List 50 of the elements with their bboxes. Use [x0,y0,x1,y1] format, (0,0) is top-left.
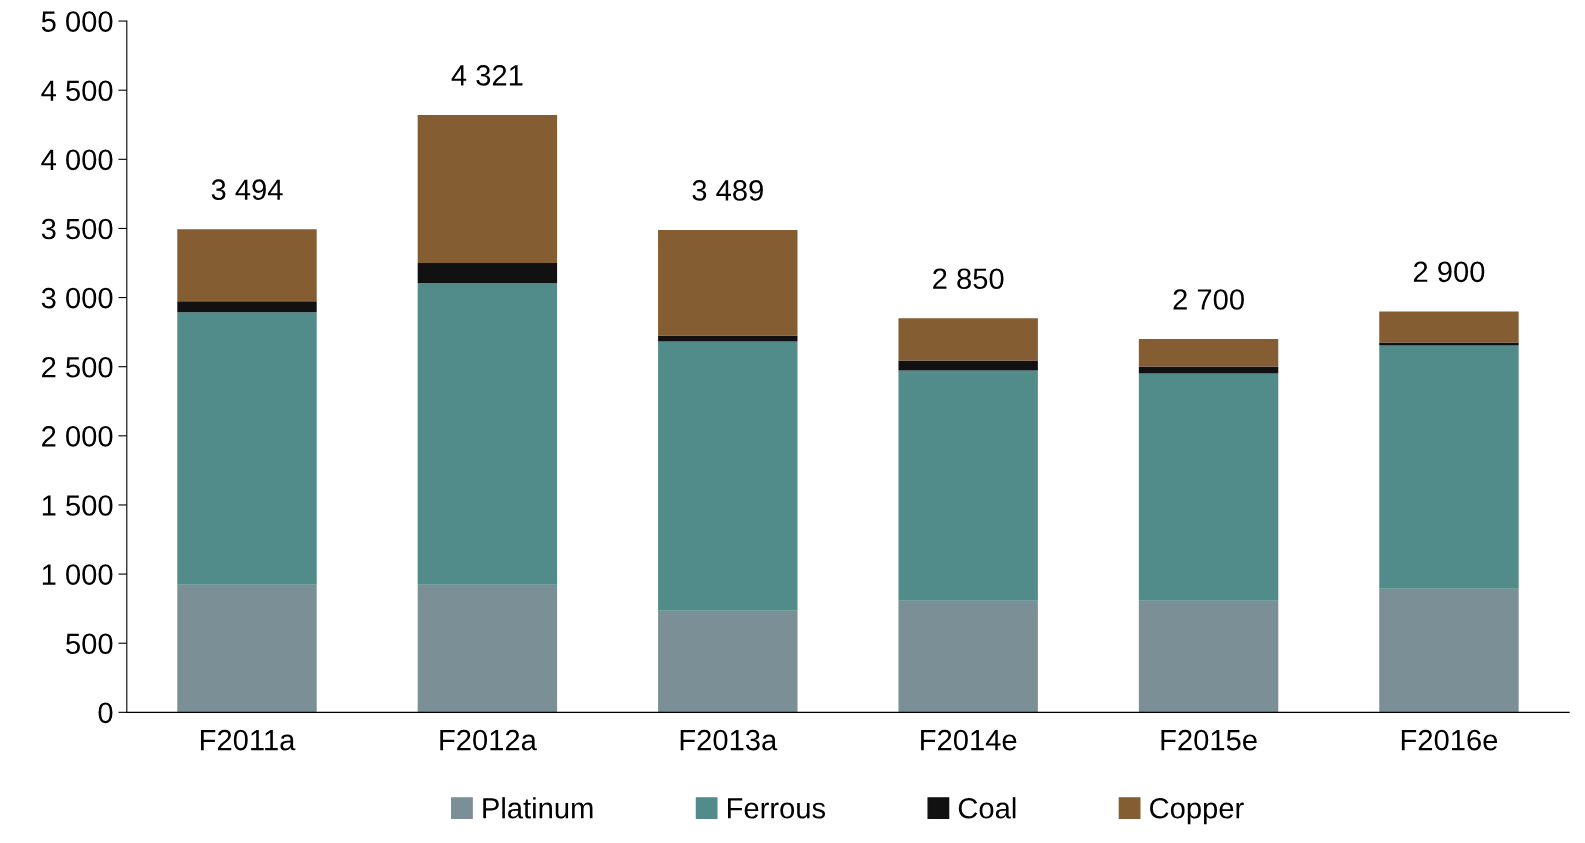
y-tick-label: 1 500 [42,495,113,516]
x-tick-label: F2012a [440,729,537,751]
bar [177,584,317,713]
bar [1379,311,1519,343]
bar [1138,366,1279,374]
bar [177,301,317,313]
legend-label: Ferrous [728,798,826,819]
y-tick-label: 4 500 [41,80,113,102]
bar [658,610,798,713]
bar [1379,345,1519,589]
x-tick-label: F2016e [1401,729,1498,751]
y-tick-label: 0 [98,702,113,724]
bar [1138,339,1279,367]
total-label: 3 494 [211,179,283,201]
bar [417,584,558,713]
legend-label: Coal [958,797,1016,819]
bar [417,263,558,284]
legend-label: Platinum [483,797,593,819]
y-tick-label: 3 500 [41,218,113,240]
total-label: 3 489 [692,180,763,201]
x-tick-label: F2013a [680,729,778,751]
bar [658,341,798,611]
bar [1138,600,1279,713]
bar [417,283,558,585]
bar [898,600,1038,713]
total-label: 4 321 [451,65,523,86]
bar [177,229,317,302]
legend-label: Copper [1150,797,1244,825]
total-label: 2 700 [1173,289,1244,310]
total-label: 2 850 [933,268,1004,290]
y-tick-label: 2 500 [42,356,113,378]
y-tick-label: 2 000 [42,426,113,447]
total-label: 2 900 [1413,261,1485,283]
bar [658,229,798,336]
bar [1138,373,1279,601]
bar [898,360,1038,371]
x-tick-label: F2011a [201,729,296,751]
bar [658,335,798,342]
y-tick-label: 5 000 [41,11,113,32]
bar [898,370,1038,601]
y-tick-label: 1 000 [42,564,113,585]
bar [1379,588,1519,713]
x-tick-label: F2015e [1161,729,1257,751]
bar [898,318,1038,361]
bar [177,312,317,585]
y-tick-label: 4 000 [41,149,113,171]
x-tick-label: F2014e [921,729,1017,751]
y-tick-label: 3 000 [41,287,113,309]
y-tick-label: 500 [66,633,113,655]
bar [417,114,558,264]
